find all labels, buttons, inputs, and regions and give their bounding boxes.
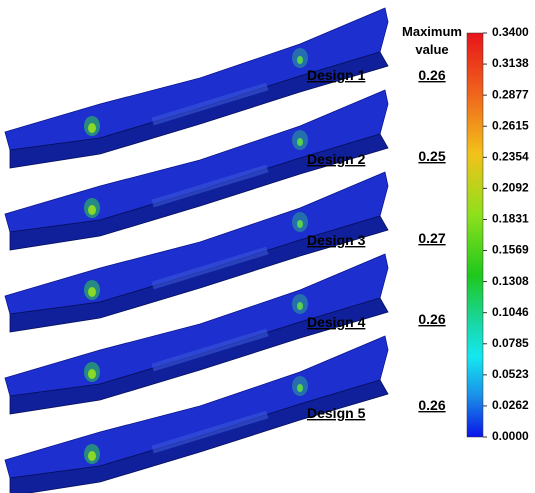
design-label: Design 4 — [307, 314, 366, 330]
design-label: Design 2 — [307, 151, 366, 167]
header-line: Maximum — [402, 24, 462, 39]
colorbar-label: 0.1046 — [492, 305, 529, 319]
colorbar-label: 0.1569 — [492, 243, 529, 257]
max-value: 0.25 — [418, 148, 445, 164]
colorbar-label: 0.2615 — [492, 118, 529, 132]
max-value: 0.26 — [418, 67, 445, 83]
colorbar-label: 0.2877 — [492, 87, 529, 101]
max-value: 0.26 — [418, 311, 445, 327]
design-label: Design 5 — [307, 405, 366, 421]
colorbar-label: 0.3400 — [492, 25, 529, 39]
max-value: 0.26 — [418, 397, 445, 413]
colorbar-label: 0.0523 — [492, 367, 529, 381]
canvas: Maximum value Design 1 0.26 Design 2 0.25 De… — [0, 0, 535, 493]
colorbar-label: 0.0785 — [492, 336, 529, 350]
colorbar-label: 0.1831 — [492, 212, 529, 226]
design-label: Design 1 — [307, 67, 366, 83]
header-line: value — [415, 42, 448, 57]
colorbar-label: 0.0262 — [492, 398, 529, 412]
colorbar-label: 0.0000 — [492, 429, 529, 443]
colorbar-label: 0.2354 — [492, 149, 529, 163]
colorbar — [467, 33, 483, 437]
colorbar-label: 0.1308 — [492, 274, 529, 288]
design-label: Design 3 — [307, 232, 366, 248]
colorbar-label: 0.3138 — [492, 56, 529, 70]
colorbar-label: 0.2092 — [492, 181, 529, 195]
max-value: 0.27 — [418, 230, 445, 246]
figure: Maximum value Design 1 0.26 Design 2 0.25 De… — [0, 0, 535, 493]
